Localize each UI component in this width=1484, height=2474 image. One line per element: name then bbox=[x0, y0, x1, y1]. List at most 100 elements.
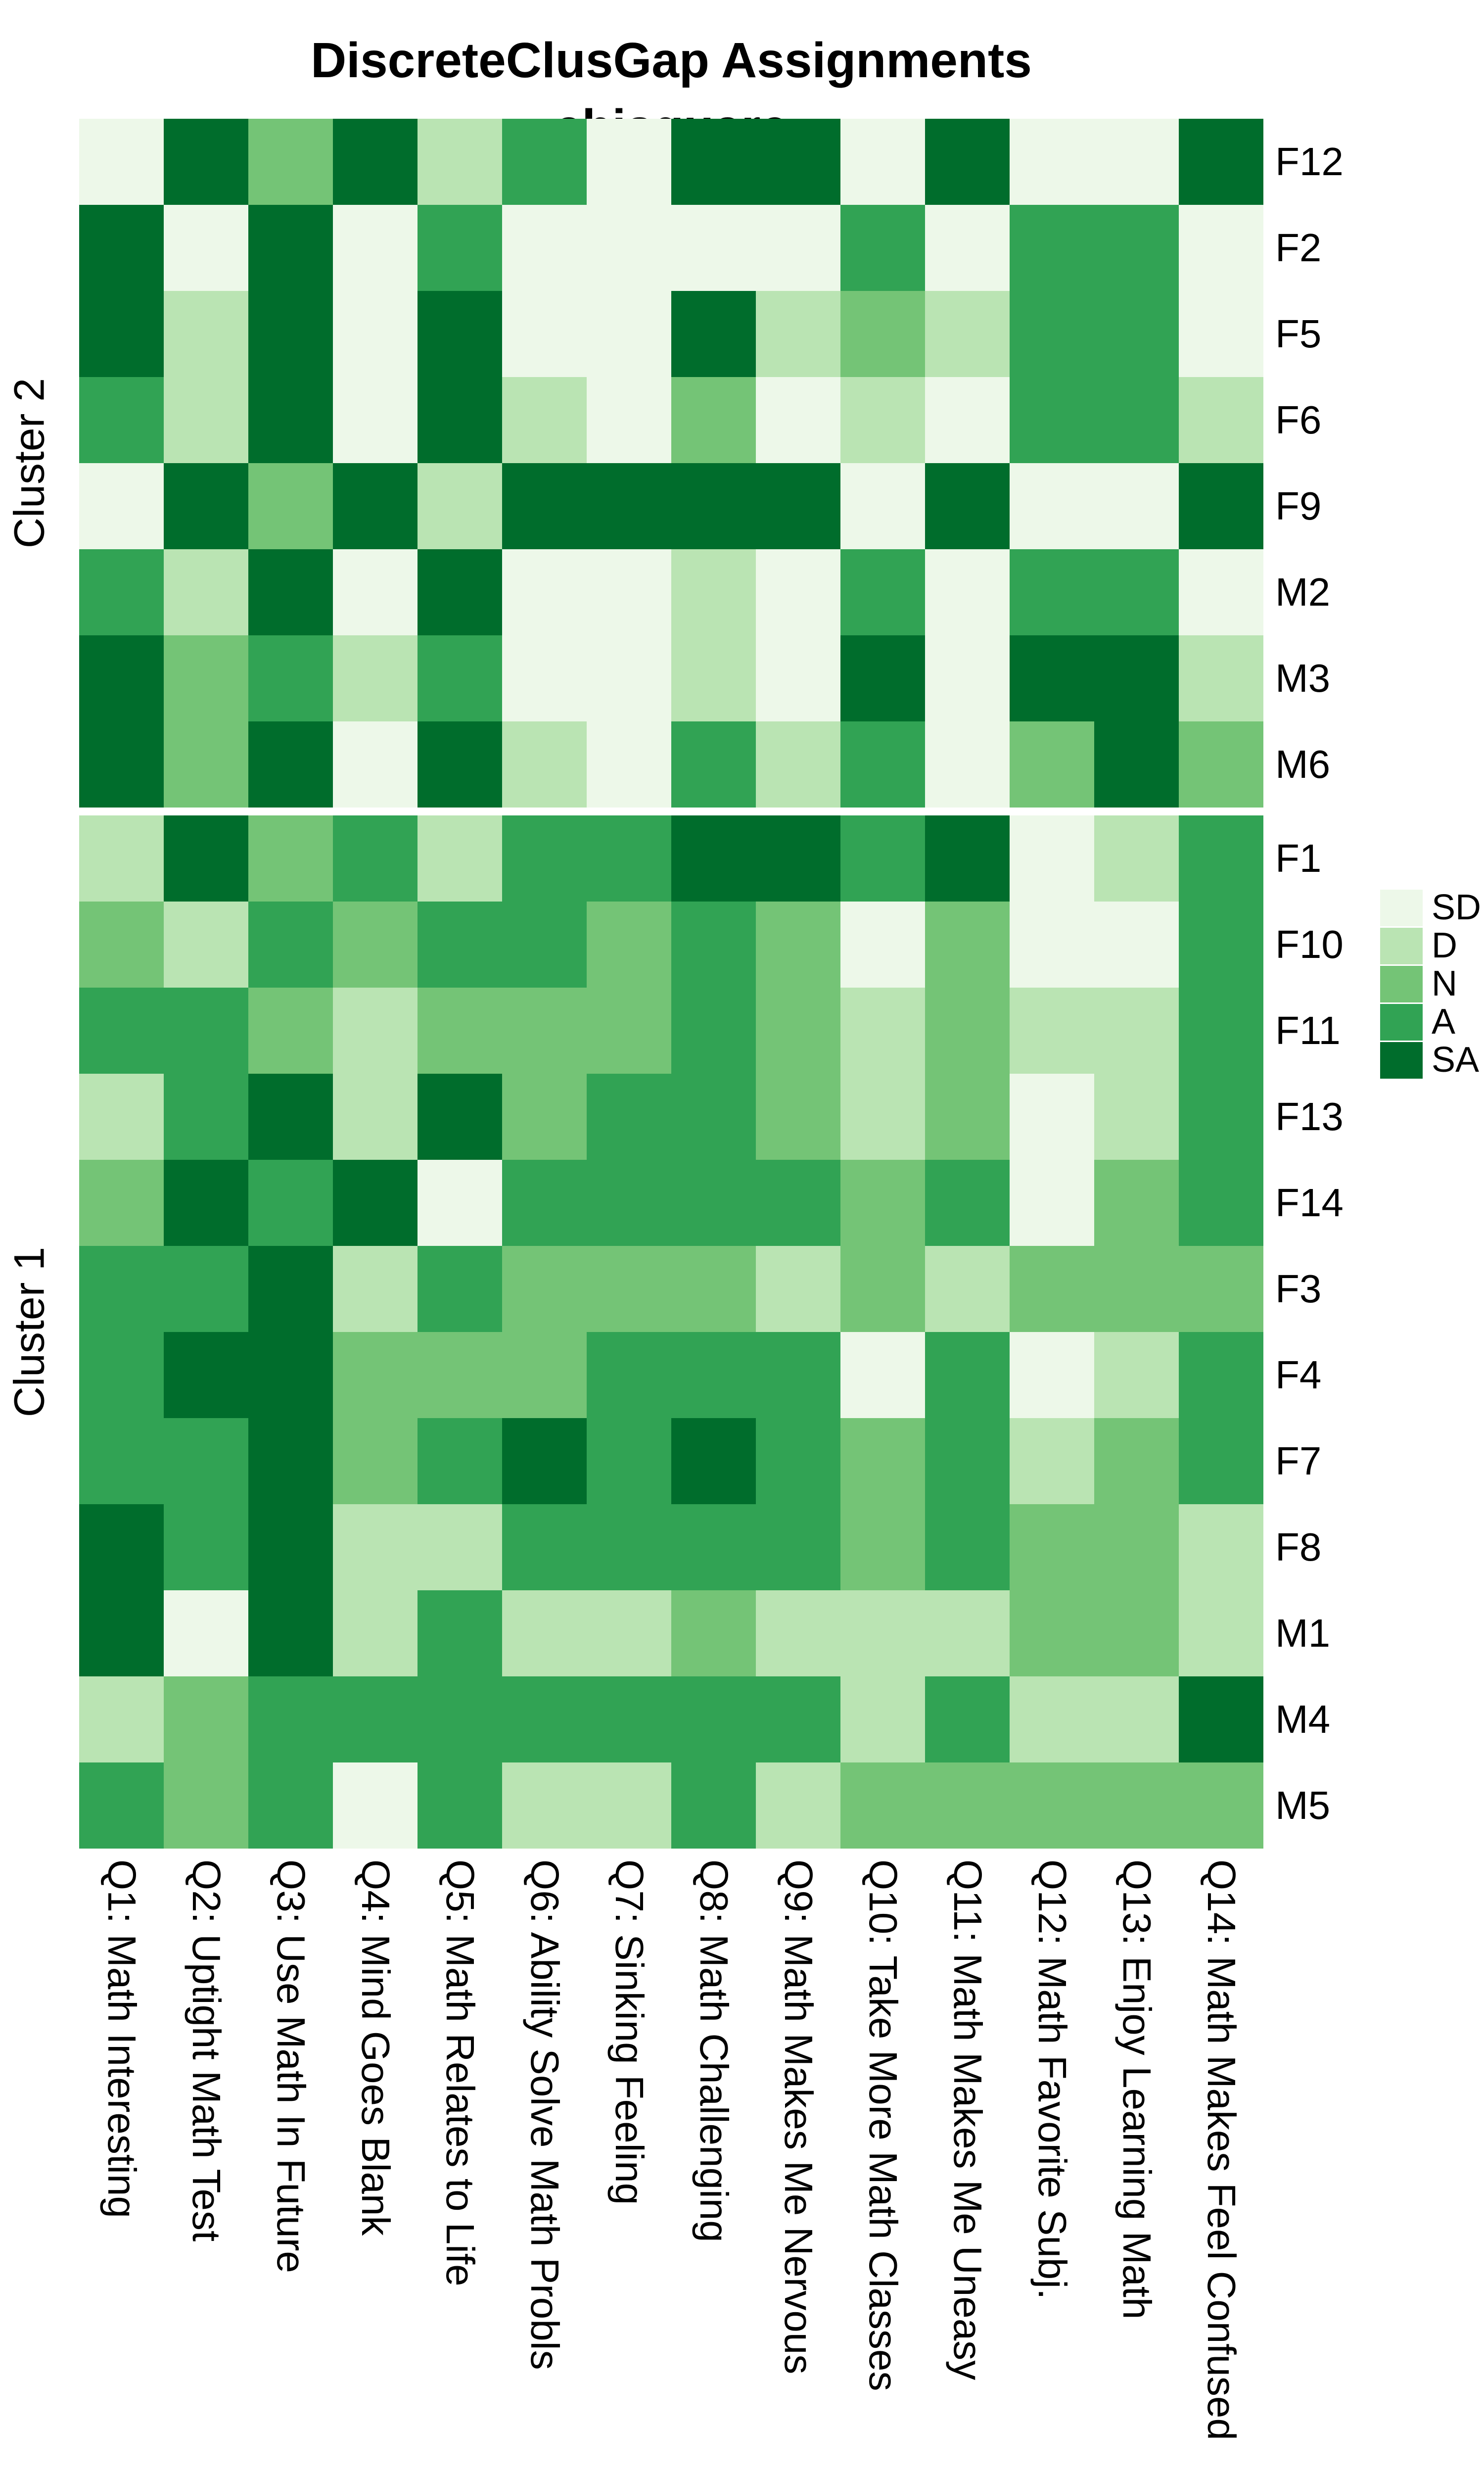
heatmap-cell bbox=[333, 1590, 417, 1676]
row-label-m5: M5 bbox=[1275, 1783, 1331, 1827]
heatmap-cell bbox=[1179, 815, 1263, 902]
heatmap-cell bbox=[164, 549, 248, 635]
heatmap-cell bbox=[925, 1074, 1010, 1160]
heatmap-cell bbox=[840, 721, 925, 808]
heatmap-cell bbox=[333, 988, 417, 1074]
heatmap-cell bbox=[333, 205, 417, 291]
heatmap-cell bbox=[671, 1418, 756, 1504]
heatmap-cell bbox=[840, 1246, 925, 1332]
heatmap-cell bbox=[840, 463, 925, 549]
heatmap-cell bbox=[1179, 205, 1263, 291]
column-label-q8: Q8: Math Challenging bbox=[692, 1859, 736, 2242]
row-label-f7: F7 bbox=[1275, 1439, 1322, 1483]
heatmap-cell bbox=[587, 205, 671, 291]
heatmap-cell bbox=[417, 635, 502, 721]
heatmap-cell bbox=[1179, 1762, 1263, 1849]
heatmap-cell bbox=[925, 377, 1010, 463]
heatmap-cell bbox=[1094, 1676, 1179, 1762]
heatmap-cell bbox=[1094, 1332, 1179, 1418]
heatmap-cell bbox=[587, 902, 671, 988]
heatmap-cell bbox=[164, 1160, 248, 1246]
heatmap-cell bbox=[502, 1762, 587, 1849]
heatmap-cell bbox=[248, 1504, 333, 1590]
heatmap-cell bbox=[333, 1762, 417, 1849]
heatmap-cell bbox=[333, 1074, 417, 1160]
cluster-label-cluster-1: Cluster 1 bbox=[5, 1246, 53, 1418]
heatmap-cell bbox=[1010, 1332, 1094, 1418]
heatmap-cell bbox=[164, 463, 248, 549]
row-label-f12: F12 bbox=[1275, 140, 1344, 184]
heatmap-cell bbox=[671, 463, 756, 549]
heatmap-cell bbox=[417, 119, 502, 205]
heatmap-cell bbox=[756, 119, 840, 205]
column-label-q7: Q7: Sinking Feeling bbox=[607, 1859, 651, 2205]
heatmap-cell bbox=[756, 1762, 840, 1849]
heatmap-cell bbox=[333, 1504, 417, 1590]
heatmap-cell bbox=[502, 549, 587, 635]
heatmap-cell bbox=[840, 902, 925, 988]
heatmap-cell bbox=[502, 721, 587, 808]
heatmap-cell bbox=[248, 1246, 333, 1332]
heatmap-cell bbox=[840, 1590, 925, 1676]
heatmap-cell bbox=[502, 205, 587, 291]
row-label-f2: F2 bbox=[1275, 226, 1322, 270]
row-label-f13: F13 bbox=[1275, 1094, 1344, 1139]
heatmap-cell bbox=[587, 1504, 671, 1590]
heatmap-cell bbox=[1179, 902, 1263, 988]
heatmap-cell bbox=[925, 902, 1010, 988]
column-label-q4: Q4: Mind Goes Blank bbox=[353, 1859, 398, 2236]
heatmap-cell bbox=[671, 1074, 756, 1160]
cluster-label-cluster-2: Cluster 2 bbox=[5, 378, 53, 549]
heatmap-cell bbox=[587, 1762, 671, 1849]
row-label-m4: M4 bbox=[1275, 1697, 1331, 1741]
heatmap-cell bbox=[1094, 1246, 1179, 1332]
legend-swatch-a bbox=[1380, 1004, 1423, 1041]
heatmap-cell bbox=[417, 721, 502, 808]
heatmap-cell bbox=[925, 1504, 1010, 1590]
heatmap-cell bbox=[756, 1332, 840, 1418]
heatmap-cell bbox=[417, 1246, 502, 1332]
row-label-f5: F5 bbox=[1275, 312, 1322, 356]
heatmap-cell bbox=[587, 988, 671, 1074]
heatmap-cell bbox=[587, 119, 671, 205]
heatmap-cell bbox=[417, 1590, 502, 1676]
heatmap-cell bbox=[333, 291, 417, 377]
heatmap-cell bbox=[587, 463, 671, 549]
heatmap-cell bbox=[587, 1246, 671, 1332]
legend-label-n: N bbox=[1432, 964, 1457, 1003]
heatmap-cell bbox=[502, 1160, 587, 1246]
row-label-m6: M6 bbox=[1275, 742, 1331, 786]
heatmap-cell bbox=[248, 721, 333, 808]
heatmap-cell bbox=[333, 1418, 417, 1504]
row-label-m1: M1 bbox=[1275, 1611, 1331, 1655]
heatmap-cell bbox=[1179, 377, 1263, 463]
heatmap-cell bbox=[840, 1160, 925, 1246]
heatmap-cell bbox=[79, 1332, 164, 1418]
heatmap-cell bbox=[1010, 1160, 1094, 1246]
heatmap-cell bbox=[587, 635, 671, 721]
heatmap-cell bbox=[671, 815, 756, 902]
heatmap-cell bbox=[417, 1762, 502, 1849]
heatmap-cell bbox=[1094, 1590, 1179, 1676]
heatmap-cell bbox=[671, 1160, 756, 1246]
heatmap-cell bbox=[587, 1074, 671, 1160]
heatmap-cell bbox=[587, 1590, 671, 1676]
column-label-q6: Q6: Ability Solve Math Probls bbox=[522, 1859, 567, 2370]
heatmap-cell bbox=[1010, 815, 1094, 902]
heatmap-cell bbox=[1010, 1762, 1094, 1849]
heatmap-cell bbox=[333, 1246, 417, 1332]
column-label-q13: Q13: Enjoy Learning Math bbox=[1114, 1859, 1159, 2320]
heatmap-cell bbox=[248, 291, 333, 377]
heatmap-cell bbox=[79, 1246, 164, 1332]
heatmap-cell bbox=[1010, 988, 1094, 1074]
column-label-q1: Q1: Math Interesting bbox=[99, 1859, 144, 2218]
heatmap-cell bbox=[79, 988, 164, 1074]
heatmap-cell bbox=[417, 377, 502, 463]
heatmap-cell bbox=[502, 1332, 587, 1418]
heatmap-cell bbox=[1010, 549, 1094, 635]
heatmap-cell bbox=[756, 1074, 840, 1160]
legend-label-a: A bbox=[1432, 1002, 1456, 1042]
heatmap-cell bbox=[79, 205, 164, 291]
heatmap-cell bbox=[1179, 1074, 1263, 1160]
heatmap-cell bbox=[756, 635, 840, 721]
